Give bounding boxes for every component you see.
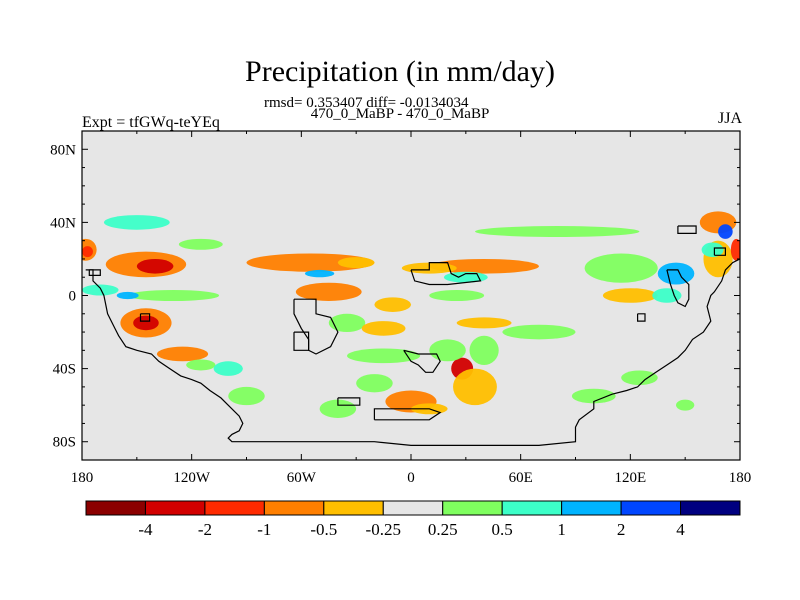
anomaly-region	[246, 253, 375, 272]
anomaly-region	[337, 257, 375, 269]
anomaly-region	[429, 258, 539, 274]
coastline	[337, 397, 361, 406]
colorbar-label: -4	[138, 520, 153, 539]
lat-tick-label: 40S	[53, 362, 76, 378]
lon-tick-label: 180	[729, 470, 752, 486]
anomaly-region	[730, 238, 740, 261]
colorbar-label: 2	[617, 520, 626, 539]
anomaly-region	[453, 368, 497, 406]
coastline	[85, 258, 740, 446]
anomaly-region	[213, 361, 243, 376]
lat-tick-label: 40N	[50, 215, 76, 231]
lon-tick-label: 120W	[173, 470, 211, 486]
stats-line: rmsd= 0.353407 diff= -0.0134034	[264, 95, 469, 111]
anomaly-region	[502, 324, 576, 340]
anomaly-region	[178, 238, 223, 250]
colorbar-swatch	[85, 500, 146, 516]
colorbar-label: -1	[257, 520, 271, 539]
anomaly-region	[361, 321, 406, 336]
coastline	[373, 408, 442, 421]
colorbar-swatch	[323, 500, 384, 516]
anomaly-region	[474, 226, 640, 238]
coastline-layer	[85, 225, 740, 446]
anomaly-region	[127, 290, 220, 301]
colorbar-label: 4	[676, 520, 685, 539]
season-label: JJA	[717, 110, 742, 127]
anomaly-region	[621, 370, 658, 386]
coastline	[410, 262, 482, 286]
lon-tick-label: 60E	[509, 470, 533, 486]
lat-tick-label: 0	[69, 289, 77, 305]
anomaly-region	[469, 335, 499, 365]
colorbar-swatch	[382, 500, 444, 516]
anomaly-region	[328, 313, 366, 333]
anomaly-region	[584, 253, 658, 283]
anomaly-region	[356, 374, 393, 393]
anomaly-region	[319, 399, 357, 418]
colorbar-swatch	[204, 500, 265, 516]
experiment-label: Expt = tfGWq-teYEq	[82, 114, 220, 131]
anomaly-region	[429, 339, 466, 362]
anomaly-region	[347, 348, 421, 364]
colorbar-swatch	[442, 500, 503, 516]
anomaly-region	[571, 388, 616, 404]
anomaly-region	[718, 224, 733, 239]
colorbar-label: -2	[198, 520, 212, 539]
colorbar-swatch	[620, 500, 682, 516]
anomaly-region	[701, 242, 724, 258]
colorbar-swatch	[501, 500, 563, 516]
colorbar-label: 0.5	[492, 520, 513, 539]
anomaly-region	[429, 290, 485, 301]
coastline	[403, 349, 441, 373]
anomaly-region	[228, 386, 265, 406]
coastline	[636, 313, 646, 322]
coastline	[293, 331, 310, 351]
coastline	[139, 313, 151, 322]
colorbar-swatch	[561, 500, 622, 516]
anomaly-region	[133, 315, 159, 331]
anomaly-region	[103, 215, 170, 230]
anomaly-region	[304, 269, 335, 278]
anomaly-layer	[82, 211, 740, 418]
lon-tick-label: 60W	[287, 470, 317, 486]
anomaly-region	[676, 399, 695, 411]
anomaly-region	[295, 282, 362, 301]
colorbar-swatch	[263, 500, 325, 516]
colorbar-label: -0.25	[366, 520, 401, 539]
plot-title: Precipitation (in mm/day)	[245, 55, 555, 88]
coastline	[677, 225, 697, 234]
anomaly-region	[82, 246, 93, 258]
anomaly-region	[657, 262, 695, 285]
coastline	[293, 298, 339, 355]
anomaly-region	[156, 346, 209, 362]
lon-tick-label: 120E	[614, 470, 646, 486]
lat-tick-label: 80S	[53, 435, 76, 451]
anomaly-region	[82, 215, 106, 230]
colorbar-swatch	[680, 500, 741, 516]
anomaly-region	[82, 284, 119, 296]
anomaly-region	[186, 359, 216, 371]
anomaly-region	[652, 288, 682, 303]
anomaly-region	[136, 258, 174, 274]
coastline	[713, 247, 727, 256]
subtitle: 470_0_MaBP - 470_0_MaBP	[310, 106, 490, 122]
colorbar-swatch	[144, 500, 206, 516]
lon-tick-label: 0	[407, 470, 415, 486]
anomaly-region	[116, 291, 139, 300]
anomaly-region	[602, 288, 658, 303]
colorbar-label: 0.25	[428, 520, 458, 539]
colorbar-label: -0.5	[310, 520, 337, 539]
anomaly-region	[374, 297, 411, 312]
anomaly-region	[456, 317, 512, 329]
colorbar-label: 1	[557, 520, 566, 539]
coastline	[88, 269, 101, 276]
lat-tick-label: 80N	[50, 142, 76, 158]
coastline	[666, 269, 690, 308]
lon-tick-label: 180	[71, 470, 94, 486]
